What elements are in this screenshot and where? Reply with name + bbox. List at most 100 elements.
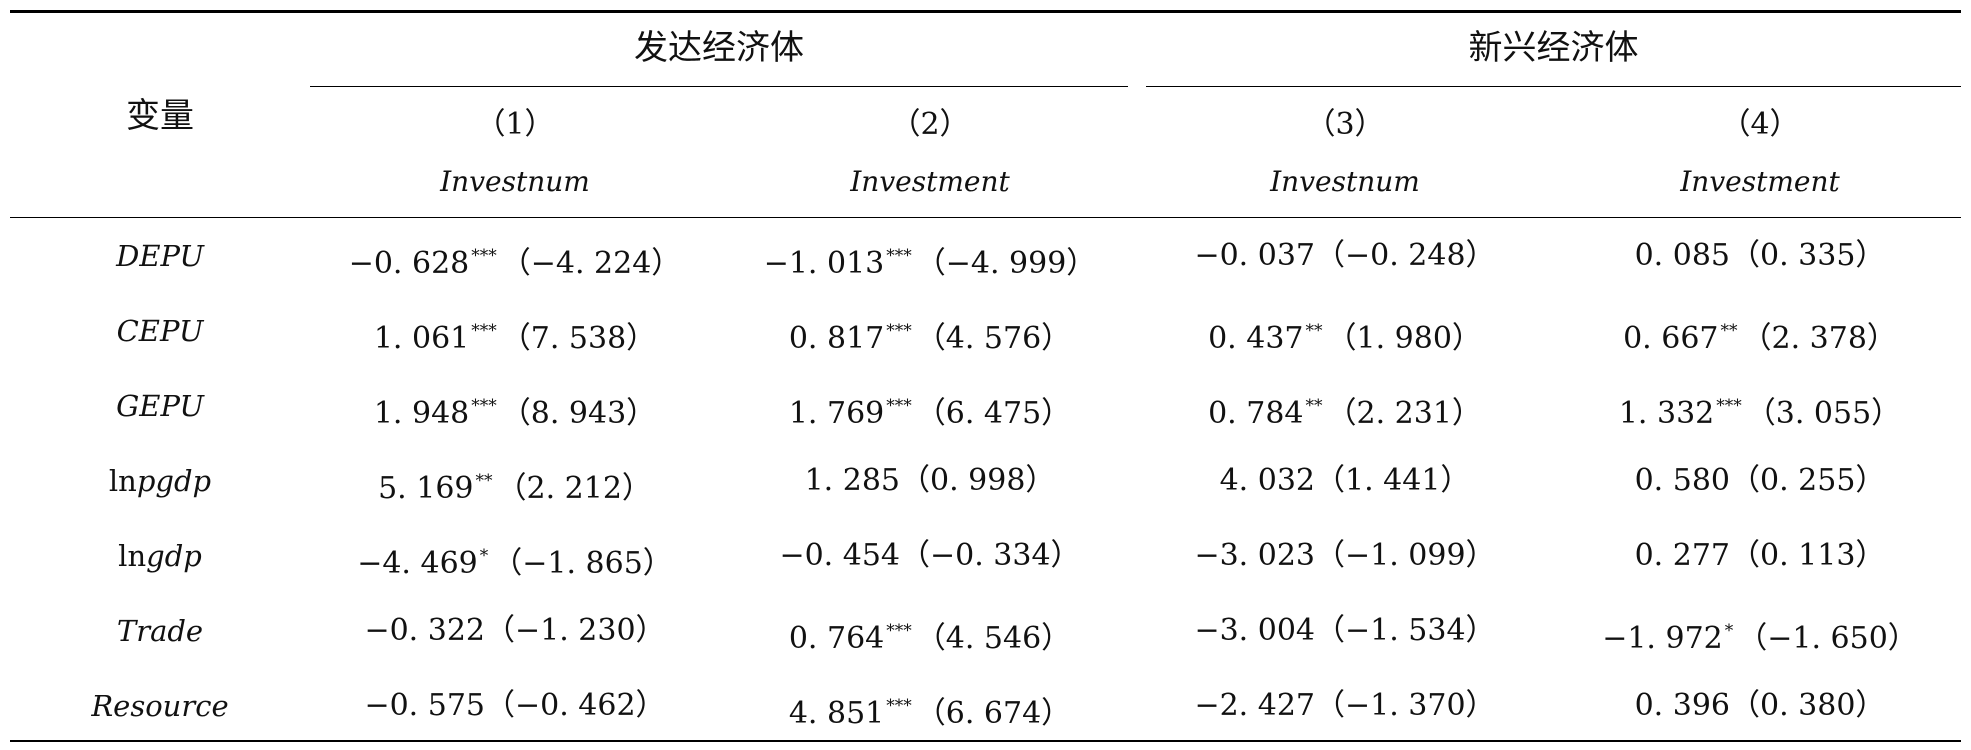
- table-cell: 5. 169 ** （2. 212）: [315, 463, 715, 507]
- coefficient: −2. 427: [1194, 688, 1315, 723]
- row-label: lngdp: [60, 538, 260, 574]
- column-number-1: （1）: [475, 107, 555, 142]
- row-label-name: DEPU: [116, 239, 204, 273]
- coefficient: −3. 023: [1194, 538, 1315, 573]
- coefficient: 1. 769: [788, 396, 885, 431]
- significance-stars: ***: [886, 696, 912, 716]
- variable-header: 变量: [126, 96, 194, 136]
- t-statistic: （−0. 462）: [485, 688, 666, 723]
- t-statistic: （−1. 099）: [1315, 538, 1496, 573]
- column-number-4: （4）: [1720, 107, 1800, 142]
- significance-stars: **: [1305, 396, 1323, 416]
- row-label-name: CEPU: [116, 314, 204, 348]
- table-cell: −3. 004（−1. 534）: [1145, 613, 1545, 649]
- row-label-name: GEPU: [116, 389, 204, 423]
- coefficient: 4. 032: [1219, 463, 1315, 498]
- t-statistic: （0. 255）: [1730, 463, 1886, 498]
- table-bottom-rule: [10, 740, 1961, 742]
- row-label-prefix: ln: [118, 539, 147, 573]
- t-statistic: （0. 380）: [1730, 688, 1886, 723]
- row-label-name: pgdp: [136, 464, 212, 498]
- coefficient: −0. 575: [364, 688, 485, 723]
- coefficient: 4. 851: [788, 696, 885, 731]
- table-cell: 1. 285（0. 998）: [730, 463, 1130, 499]
- t-statistic: （−4. 224）: [500, 246, 682, 281]
- coefficient: 1. 948: [373, 396, 470, 431]
- table-cell: −0. 454（−0. 334）: [730, 538, 1130, 574]
- significance-stars: ***: [886, 321, 912, 341]
- t-statistic: （6. 674）: [915, 696, 1072, 731]
- table-cell: 4. 851 *** （6. 674）: [730, 688, 1130, 732]
- coefficient: −1. 013: [763, 246, 885, 281]
- t-statistic: （−1. 534）: [1315, 613, 1496, 648]
- t-statistic: （−1. 650）: [1737, 621, 1918, 656]
- coefficient: −0. 454: [779, 538, 900, 573]
- table-cell: 0. 085（0. 335）: [1560, 238, 1960, 274]
- row-label-name: Resource: [91, 689, 229, 723]
- significance-stars: **: [475, 471, 493, 491]
- t-statistic: （1. 441）: [1315, 463, 1471, 498]
- row-label: DEPU: [60, 238, 260, 274]
- column-number-2: （2）: [890, 107, 970, 142]
- significance-stars: ***: [886, 246, 912, 266]
- significance-stars: ***: [471, 246, 497, 266]
- coefficient: 0. 085: [1634, 238, 1730, 273]
- significance-stars: *: [1724, 621, 1734, 641]
- significance-stars: **: [1305, 321, 1323, 341]
- table-cell: 0. 437 ** （1. 980）: [1145, 313, 1545, 357]
- t-statistic: （2. 378）: [1741, 321, 1897, 356]
- coefficient: 5. 169: [378, 471, 474, 506]
- row-label: Trade: [60, 613, 260, 649]
- table-cell: 1. 061 *** （7. 538）: [315, 313, 715, 357]
- table-cell: −3. 023（−1. 099）: [1145, 538, 1545, 574]
- table-cell: 4. 032（1. 441）: [1145, 463, 1545, 499]
- table-cell: −1. 972 * （−1. 650）: [1560, 613, 1960, 657]
- t-statistic: （−4. 999）: [915, 246, 1097, 281]
- t-statistic: （−0. 248）: [1315, 238, 1496, 273]
- t-statistic: （0. 335）: [1730, 238, 1886, 273]
- coefficient: 0. 764: [788, 621, 885, 656]
- coefficient: 0. 580: [1634, 463, 1730, 498]
- table-cell: 0. 667 ** （2. 378）: [1560, 313, 1960, 357]
- table-cell: 0. 396（0. 380）: [1560, 688, 1960, 724]
- coefficient: 1. 061: [373, 321, 470, 356]
- table-cell: 1. 332 *** （3. 055）: [1560, 388, 1960, 432]
- coefficient: 0. 396: [1634, 688, 1730, 723]
- group-title-developed: 发达经济体: [634, 28, 804, 68]
- group-rule-emerging: [1146, 86, 1961, 87]
- coefficient: 0. 277: [1634, 538, 1730, 573]
- t-statistic: （7. 538）: [500, 321, 657, 356]
- coefficient: 0. 667: [1623, 321, 1719, 356]
- t-statistic: （1. 980）: [1326, 321, 1482, 356]
- table-cell: −1. 013 *** （−4. 999）: [730, 238, 1130, 282]
- t-statistic: （3. 055）: [1745, 396, 1902, 431]
- coefficient: 0. 817: [788, 321, 885, 356]
- column-depvar-3: Investnum: [1270, 165, 1420, 198]
- table-cell: 0. 817 *** （4. 576）: [730, 313, 1130, 357]
- table-cell: −4. 469 * （−1. 865）: [315, 538, 715, 582]
- significance-stars: ***: [1716, 396, 1742, 416]
- t-statistic: （0. 113）: [1730, 538, 1886, 573]
- significance-stars: ***: [886, 396, 912, 416]
- t-statistic: （6. 475）: [915, 396, 1072, 431]
- row-label: lnpgdp: [60, 463, 260, 499]
- row-label-name: Trade: [116, 614, 204, 648]
- table-cell: 0. 580（0. 255）: [1560, 463, 1960, 499]
- coefficient: −0. 628: [348, 246, 470, 281]
- t-statistic: （−0. 334）: [900, 538, 1081, 573]
- row-label: GEPU: [60, 388, 260, 424]
- significance-stars: *: [479, 546, 489, 566]
- group-title-emerging: 新兴经济体: [1468, 28, 1639, 68]
- t-statistic: （4. 546）: [915, 621, 1072, 656]
- t-statistic: （2. 231）: [1326, 396, 1482, 431]
- row-label: CEPU: [60, 313, 260, 349]
- t-statistic: （−1. 865）: [492, 546, 673, 581]
- significance-stars: ***: [471, 396, 497, 416]
- coefficient: 0. 784: [1208, 396, 1304, 431]
- coefficient: 1. 332: [1618, 396, 1715, 431]
- table-cell: 1. 948 *** （8. 943）: [315, 388, 715, 432]
- significance-stars: ***: [471, 321, 497, 341]
- t-statistic: （−1. 370）: [1315, 688, 1496, 723]
- table-cell: 0. 764 *** （4. 546）: [730, 613, 1130, 657]
